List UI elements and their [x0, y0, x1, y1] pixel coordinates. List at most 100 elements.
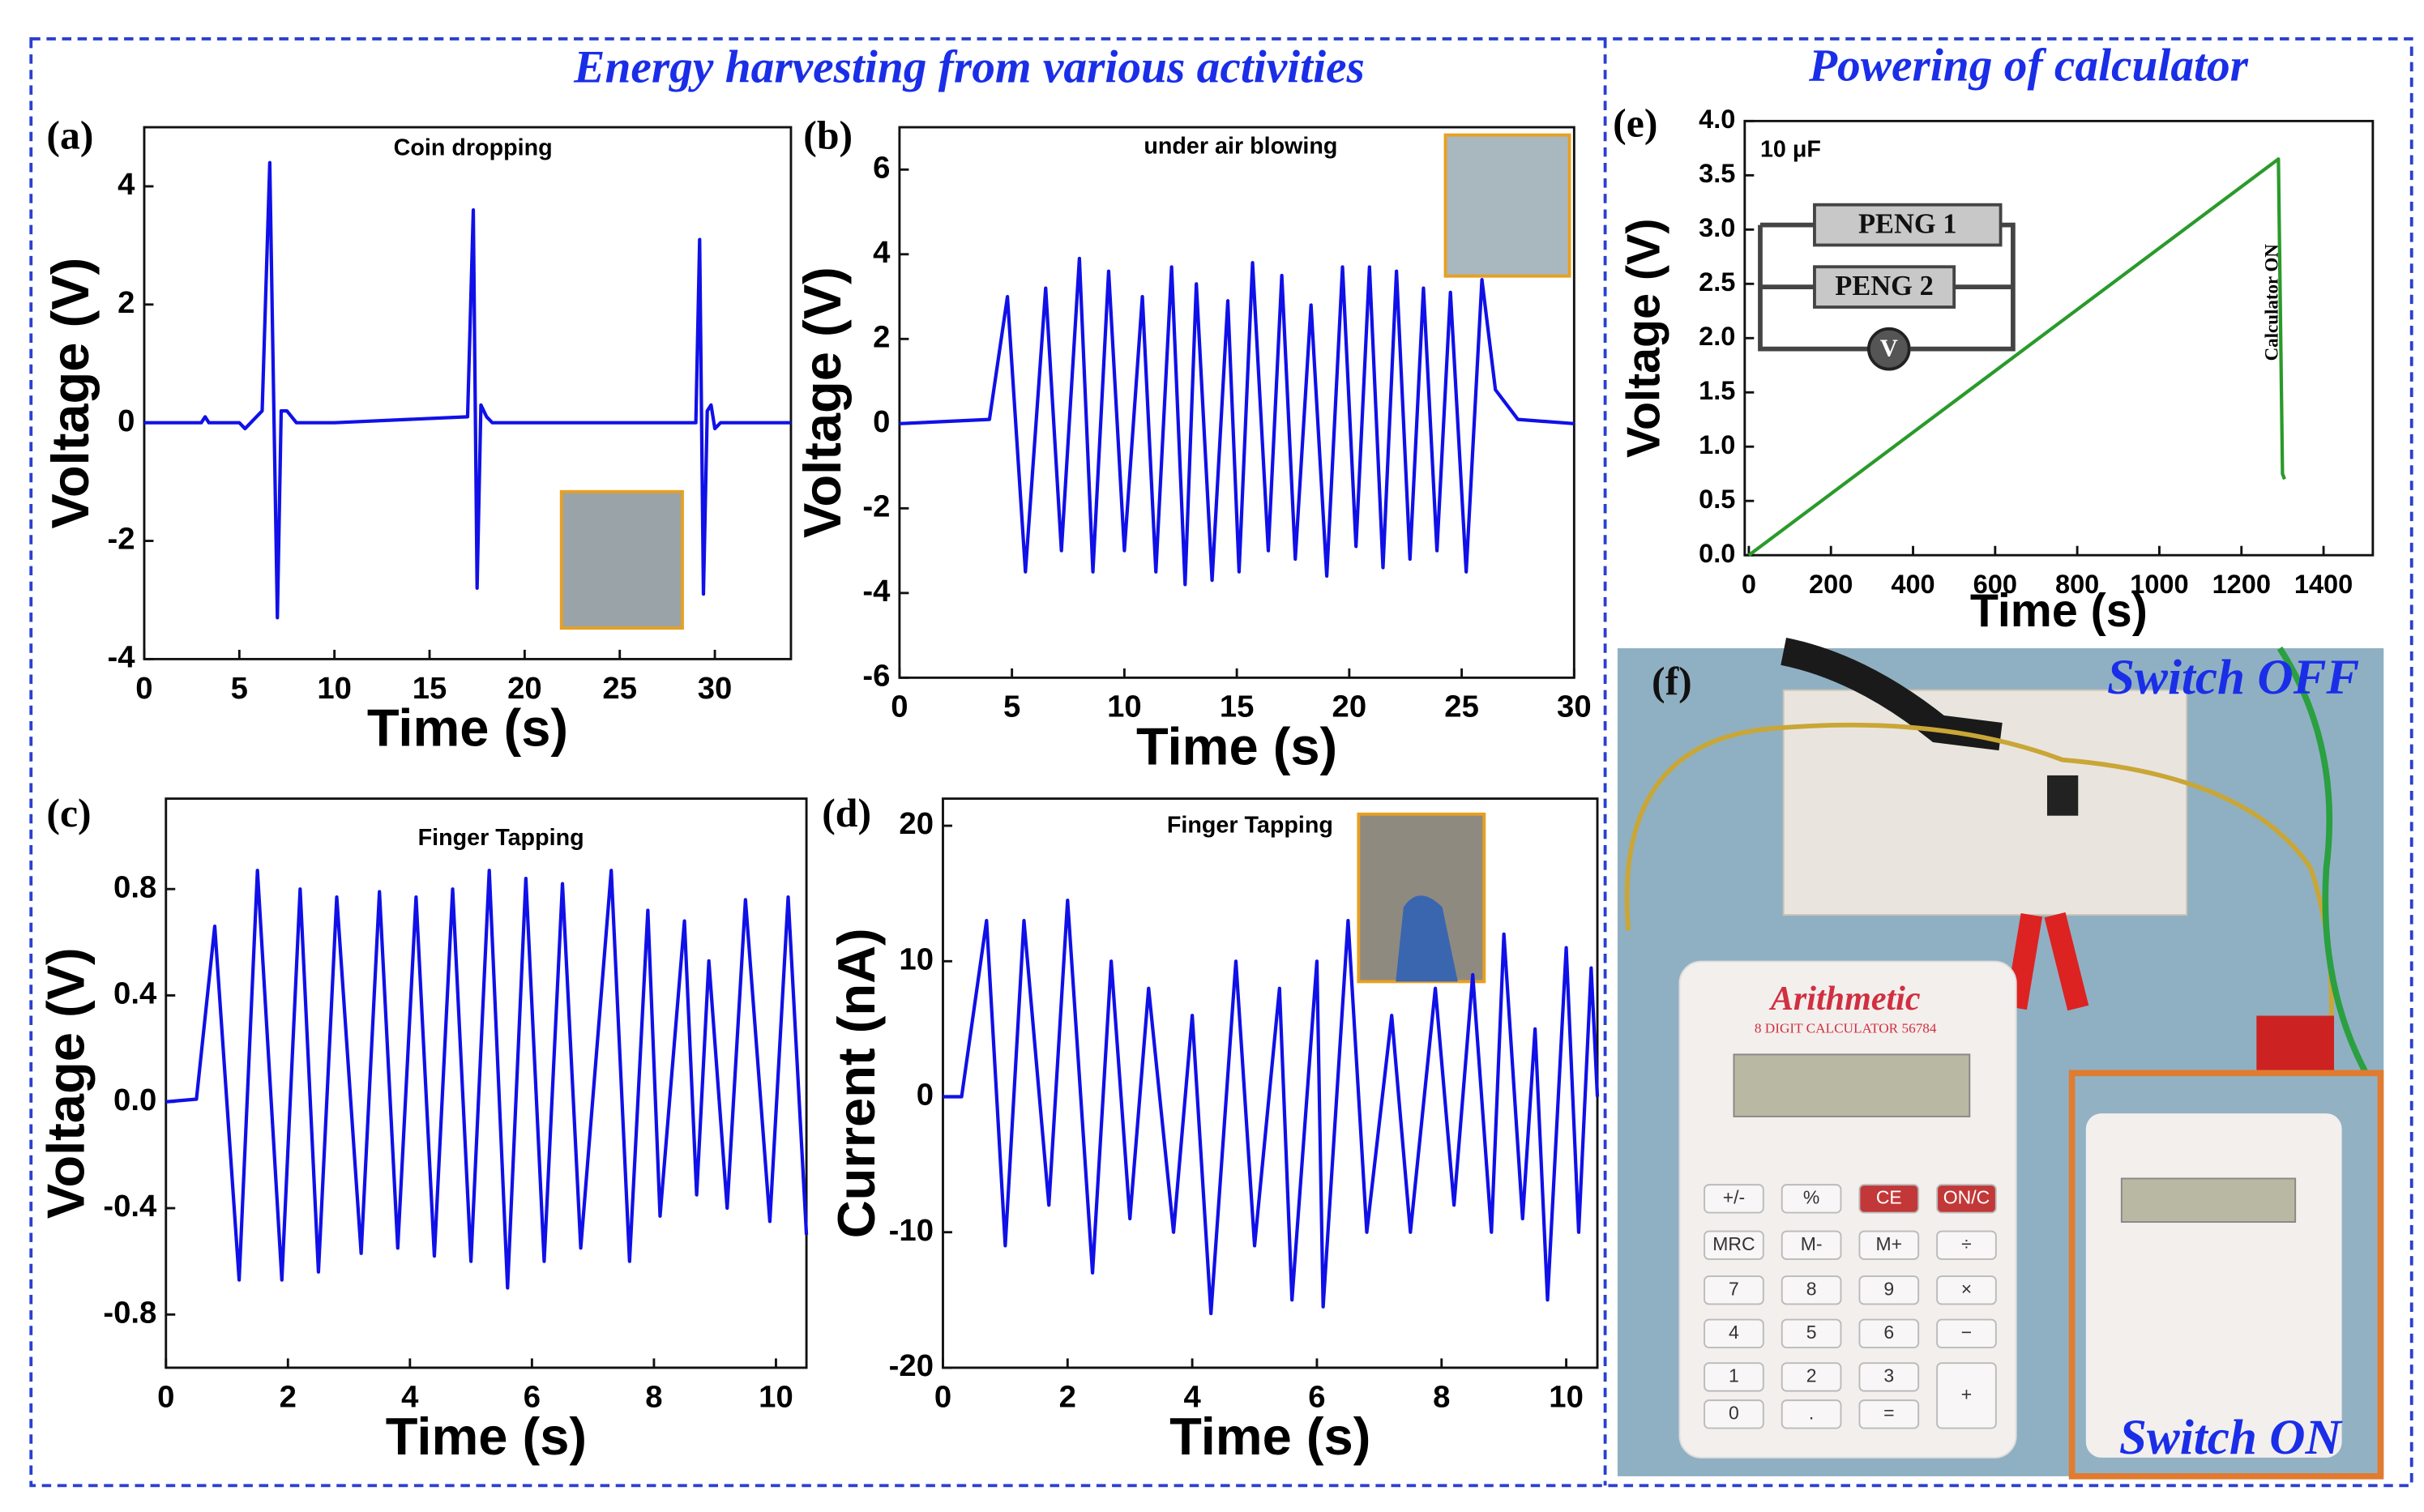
y-tick-label: 4: [118, 167, 135, 202]
switch-label: Switch ON: [2119, 1410, 2344, 1465]
y-tick-label: 0.5: [1699, 485, 1735, 514]
x-tick-label: 200: [1809, 570, 1853, 599]
x-tick-label: 1000: [2130, 570, 2188, 599]
data-line: [165, 869, 809, 1290]
calculator-key: [1781, 1275, 1842, 1305]
plot-frame: [165, 797, 808, 1369]
calculator-key-label: −: [1961, 1322, 1972, 1343]
y-tick-label: 4: [873, 235, 891, 270]
y-tick-label: 2: [873, 319, 890, 354]
x-tick-label: 20: [1332, 690, 1367, 724]
y-axis-label: Voltage (V): [36, 947, 95, 1219]
x-tick-label: 4: [1183, 1379, 1201, 1414]
x-tick-label: 20: [507, 671, 542, 706]
calculator-display: [1733, 1053, 1971, 1117]
calculator-key: [1936, 1184, 1997, 1214]
y-tick-label: 6: [873, 150, 890, 185]
calculator-key-label: MRC: [1712, 1233, 1755, 1254]
y-tick-label: 1.0: [1699, 430, 1735, 459]
clip-wire: [1781, 637, 2003, 751]
x-tick-label: 10: [1107, 690, 1142, 724]
plot-frame: [143, 126, 793, 660]
wire: [2277, 646, 2376, 1087]
circuit-label: V: [1880, 335, 1898, 362]
calculator-key: [1858, 1318, 1920, 1349]
y-tick-label: 0: [873, 404, 890, 439]
x-tick-label: 8: [645, 1379, 662, 1414]
y-tick-label: 0.8: [113, 869, 156, 904]
calculator-key-label: 9: [1883, 1278, 1894, 1299]
y-tick-label: 0: [118, 404, 135, 438]
x-tick-label: 8: [1433, 1379, 1450, 1414]
calculator-key: [1704, 1399, 1764, 1429]
y-tick-label: -0.4: [103, 1189, 157, 1224]
calculator-key: [1781, 1184, 1842, 1214]
calculator-key: [1858, 1399, 1920, 1429]
x-tick-label: 0: [157, 1379, 174, 1414]
panel-label: (d): [822, 791, 871, 835]
y-axis-label: Voltage (V): [41, 258, 100, 529]
x-tick-label: 400: [1891, 570, 1934, 599]
y-axis-label: Voltage (V): [793, 267, 852, 538]
y-tick-label: 2.0: [1699, 322, 1735, 351]
calculator-key-label: 6: [1883, 1322, 1894, 1343]
calculator-key: [1704, 1318, 1764, 1349]
x-tick-label: 0: [1742, 570, 1756, 599]
y-tick-label: 4.0: [1699, 105, 1735, 134]
calculator-key-label: 3: [1883, 1365, 1894, 1386]
y-tick-label: -0.8: [103, 1295, 156, 1330]
calculator-key-label: 4: [1729, 1322, 1739, 1343]
y-tick-label: -2: [107, 522, 135, 557]
x-axis-label: Time (s): [1970, 585, 2148, 637]
panel-label: (a): [46, 113, 93, 158]
x-tick-label: 2: [1059, 1379, 1076, 1414]
y-tick-label: 10: [899, 942, 934, 976]
x-axis-label: Time (s): [386, 1407, 587, 1466]
calculator-key-label: +: [1961, 1383, 1972, 1404]
calculator-key-label: 2: [1806, 1365, 1817, 1386]
calculator-brand: Arithmetic: [1768, 980, 1921, 1018]
calculator-key: [1858, 1184, 1920, 1214]
component: [2046, 775, 2079, 816]
x-tick-label: 0: [135, 671, 152, 706]
calculator-key: [1936, 1230, 1997, 1260]
x-tick-label: 4: [401, 1379, 419, 1414]
x-tick-label: 10: [1549, 1379, 1584, 1414]
calculator-key: [1781, 1399, 1842, 1429]
y-tick-label: -4: [107, 640, 135, 675]
calculator-key-label: ×: [1961, 1278, 1972, 1299]
x-tick-label: 30: [698, 671, 733, 706]
photo-inset: [1443, 133, 1571, 278]
x-tick-label: 800: [2055, 570, 2099, 599]
data-line: [1747, 157, 2286, 557]
x-tick-label: 30: [1557, 690, 1592, 724]
x-tick-label: 1200: [2212, 570, 2271, 599]
photo-panel: +/-% CE ON/C MRC M- M+ ÷ 7 8 9 × 4 5 6 − 1 2 3 +0. = Arithme…: [1617, 637, 2384, 1480]
chart-title: Finger Tapping: [1167, 813, 1333, 839]
calculator-key-label: %: [1803, 1186, 1819, 1207]
calculator-key-label: M-: [1801, 1233, 1823, 1254]
x-axis-label: Time (s): [1136, 716, 1337, 775]
panel-label: (b): [803, 113, 853, 158]
calculator-model: 8 DIGIT CALCULATOR 56784: [1755, 1021, 1937, 1036]
y-tick-label: 0.4: [113, 976, 157, 1011]
x-axis-label: Time (s): [367, 698, 568, 758]
calculator-key: [1704, 1275, 1764, 1305]
calculator-key: [1704, 1184, 1764, 1214]
panel-label: (f): [1652, 659, 1692, 703]
calculator-key: [1936, 1275, 1997, 1305]
calculator-key-label: +/-: [1723, 1186, 1745, 1207]
calculator-key-label: 1: [1729, 1365, 1739, 1386]
calculator-key: [1704, 1362, 1764, 1392]
y-axis-label: Voltage (V): [1618, 219, 1669, 458]
y-tick-label: 2: [118, 285, 135, 320]
x-tick-label: 15: [1220, 690, 1255, 724]
calculator-key-label: 5: [1806, 1322, 1817, 1343]
y-tick-label: 20: [899, 806, 934, 841]
x-tick-label: 15: [413, 671, 447, 706]
calculator-key-label: ÷: [1961, 1233, 1972, 1254]
calculator-key: [1858, 1362, 1920, 1392]
y-tick-label: 0.0: [1699, 539, 1735, 568]
photo-inset: [559, 489, 684, 630]
